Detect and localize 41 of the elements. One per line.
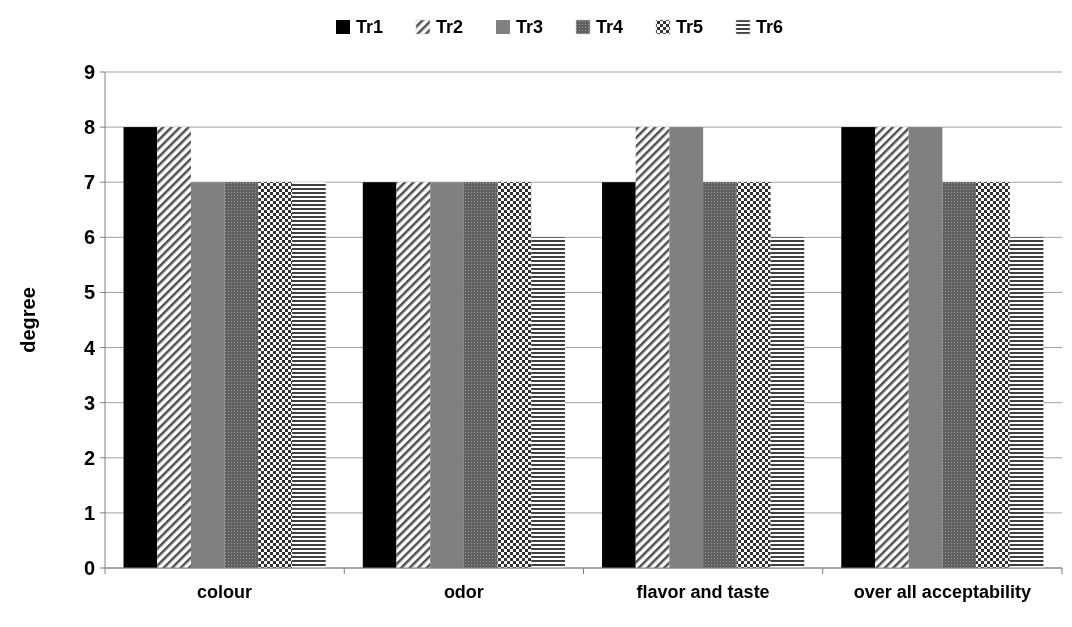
bar [224, 182, 259, 568]
y-tick-label: 4 [83, 336, 96, 359]
bar [602, 182, 636, 568]
legend-label: Tr4 [596, 17, 624, 38]
bar [463, 182, 498, 568]
bar [396, 182, 431, 568]
bar [976, 182, 1010, 568]
bar [362, 182, 397, 568]
x-tick-label: over all acceptability [853, 582, 1031, 602]
bar [874, 127, 909, 568]
legend-label: Tr3 [516, 17, 544, 38]
bar [841, 127, 875, 568]
y-tick-label: 2 [83, 446, 95, 469]
y-tick-label: 6 [83, 226, 95, 249]
bar [292, 182, 326, 568]
y-tick-label: 5 [83, 281, 95, 304]
y-tick-label: 1 [83, 501, 95, 524]
y-tick-label: 7 [83, 171, 95, 194]
bar [703, 182, 737, 568]
y-tick-label: 3 [83, 391, 95, 414]
x-tick-label: colour [197, 582, 253, 602]
legend-label: Tr1 [356, 17, 384, 38]
bar [258, 182, 293, 568]
x-tick-label: odor [443, 582, 484, 602]
bar [1009, 237, 1044, 568]
bar [157, 127, 191, 568]
bar [736, 182, 771, 568]
y-axis-title: degree [17, 287, 39, 353]
bar [531, 237, 565, 568]
bar [497, 182, 532, 568]
bar [770, 237, 805, 568]
bar [123, 127, 158, 568]
bar [635, 127, 670, 568]
y-tick-label: 8 [83, 116, 95, 139]
y-tick-label: 9 [83, 61, 95, 83]
legend-label: Tr5 [676, 17, 704, 38]
legend-label: Tr2 [436, 17, 464, 38]
x-tick-label: flavor and taste [636, 582, 770, 602]
y-tick-label: 0 [83, 557, 95, 579]
legend-label: Tr6 [756, 17, 784, 38]
bar [942, 182, 977, 568]
